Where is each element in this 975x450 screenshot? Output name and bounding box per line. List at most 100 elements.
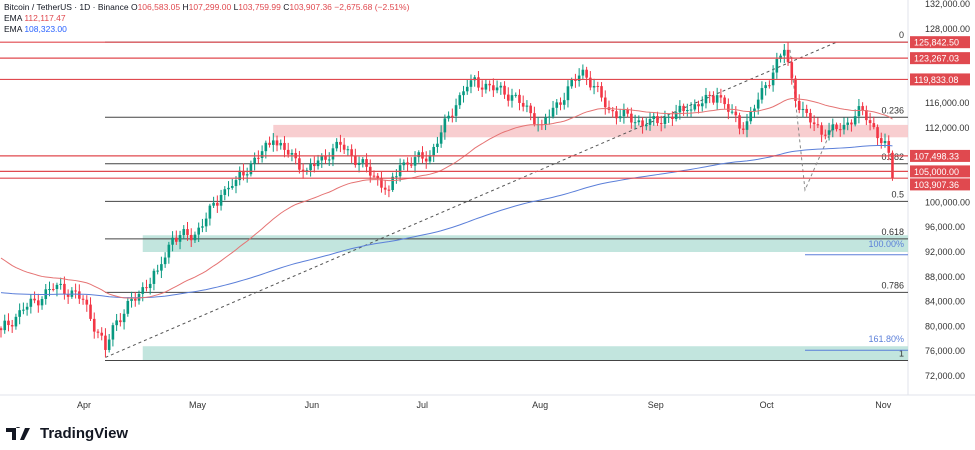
extension-label: 100.00% (868, 239, 904, 249)
candle-body (395, 176, 398, 178)
candle-body (727, 104, 730, 112)
candle (682, 103, 685, 116)
candle (674, 104, 678, 122)
candle-body (618, 116, 622, 119)
time-tick-label: Jul (416, 400, 428, 410)
candle-body (175, 237, 178, 242)
candle-body (216, 202, 219, 206)
candle-body (380, 178, 383, 188)
candle (783, 43, 786, 64)
candle-body (313, 164, 316, 167)
candle-body (320, 155, 324, 161)
high-value: 107,299.00 (188, 2, 232, 12)
candle-body (66, 294, 70, 297)
candle-body (92, 318, 96, 332)
ema-slow-value: 108,323.00 (24, 24, 67, 34)
candle-body (865, 110, 868, 121)
candle-body (417, 152, 421, 158)
candle-body (59, 283, 62, 285)
candle-body (451, 115, 454, 117)
close-value: 103,907.36 (289, 2, 332, 12)
candle (648, 111, 652, 131)
trendline (105, 41, 837, 358)
price-tick-label: 72,000.00 (925, 371, 965, 381)
candle (708, 91, 711, 104)
candle-body (473, 77, 477, 81)
candle (130, 291, 133, 308)
candle (436, 136, 439, 153)
candle-body (626, 109, 629, 114)
change-value: −2,675.68 (−2.51%) (334, 2, 410, 12)
candle (749, 106, 753, 125)
candle (92, 312, 96, 339)
candle-body (518, 94, 521, 103)
candle (622, 103, 626, 124)
candle (413, 151, 417, 173)
tradingview-logo[interactable]: TradingView (6, 425, 128, 442)
candle (820, 122, 823, 143)
candle (861, 102, 864, 116)
candle (432, 143, 435, 163)
price-tick-label: 128,000.00 (925, 24, 970, 34)
candle-body (145, 287, 148, 289)
candle-body (764, 85, 767, 89)
ema-slow-row[interactable]: EMA 108,323.00 (4, 24, 67, 34)
candle (193, 231, 197, 243)
fib-level-label: 1 (899, 349, 904, 359)
candle (712, 91, 715, 105)
candle-body (156, 270, 159, 272)
candle (443, 114, 447, 140)
candle (245, 167, 249, 183)
candle (484, 79, 488, 94)
price-level-tag-label: 103,907.36 (914, 180, 959, 190)
candle-body (130, 298, 133, 301)
candle-body (29, 298, 33, 307)
candle-body (279, 142, 283, 146)
candle-body (212, 202, 215, 206)
candle (715, 87, 719, 110)
price-level-tag-label: 123,267.03 (914, 54, 959, 64)
candle-body (186, 229, 189, 235)
price-tick-label: 92,000.00 (925, 247, 965, 257)
candle-body (581, 69, 585, 76)
candle-body (193, 234, 197, 241)
candle-body (33, 298, 36, 301)
candle (189, 228, 193, 248)
candle-body (596, 86, 600, 88)
brand-name: TradingView (40, 425, 129, 442)
candle-body (503, 85, 506, 95)
candle (286, 142, 290, 158)
candle-body (55, 284, 59, 290)
candle (219, 189, 223, 211)
candle-body (25, 306, 29, 310)
candle-body (879, 138, 883, 144)
time-tick-label: Aug (532, 400, 548, 410)
candle-body (342, 144, 346, 150)
candle-body (357, 162, 361, 165)
candle (119, 313, 122, 327)
price-tick-label: 84,000.00 (925, 297, 965, 307)
candle (480, 80, 484, 98)
candle-body (831, 124, 835, 131)
symbol-title[interactable]: Bitcoin / TetherUS · 1D · Binance (4, 2, 129, 12)
candle (667, 114, 670, 123)
candle (592, 78, 596, 95)
ema-fast-row[interactable]: EMA 112,117.47 (4, 13, 66, 23)
candle-body (514, 94, 518, 96)
candle (208, 203, 212, 226)
candle-body (562, 100, 566, 105)
candle-body (555, 102, 559, 108)
candle-body (197, 227, 200, 235)
candle-body (700, 103, 704, 107)
candle (872, 116, 876, 130)
candle-body (465, 86, 469, 92)
candle-body (678, 105, 682, 113)
candle (607, 100, 611, 114)
candle (846, 117, 850, 131)
candle-body (372, 175, 376, 177)
candle-body (544, 117, 547, 125)
candle-body (365, 159, 368, 167)
candle-body (816, 124, 820, 126)
candle (346, 145, 350, 156)
